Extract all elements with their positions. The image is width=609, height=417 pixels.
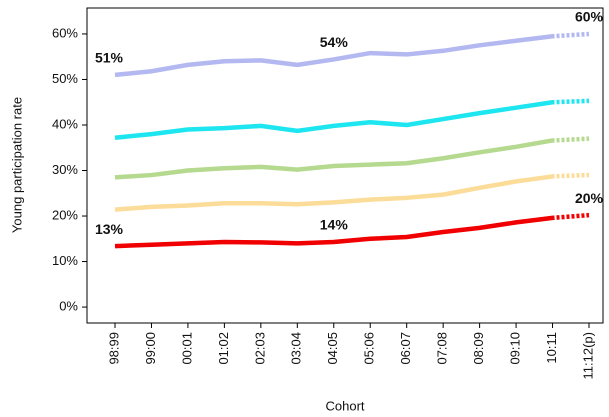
- y-tick-label: 0%: [59, 299, 78, 314]
- y-tick-label: 60%: [52, 25, 78, 40]
- x-tick-label: 09:10: [508, 332, 523, 365]
- plot-frame: [86, 7, 604, 324]
- projection-dash: [554, 30, 590, 40]
- x-tick-label: 99:00: [143, 332, 158, 365]
- y-tick-label: 50%: [52, 71, 78, 86]
- data-label: 51%: [95, 50, 124, 66]
- y-tick-label: 40%: [52, 116, 78, 131]
- projection-dash: [554, 172, 590, 180]
- x-tick-label: 03:04: [289, 332, 304, 365]
- series-line: [114, 136, 590, 180]
- x-tick-label: 08:09: [471, 332, 486, 365]
- x-tick-label: 05:06: [362, 332, 377, 365]
- y-tick-label: 20%: [52, 207, 78, 222]
- projection-dash: [554, 135, 590, 144]
- series-line: [114, 98, 590, 140]
- data-label: 60%: [575, 9, 604, 25]
- data-label: 20%: [575, 190, 604, 206]
- y-tick-label: 10%: [52, 253, 78, 268]
- x-tick-label: 07:08: [435, 332, 450, 365]
- x-tick-label: 06:07: [398, 332, 413, 365]
- y-axis-title: Young participation rate: [9, 97, 24, 233]
- projection-dash: [554, 97, 590, 106]
- x-tick-label: 00:01: [179, 332, 194, 365]
- x-axis-title: Cohort: [325, 398, 364, 413]
- data-label: 54%: [320, 34, 349, 50]
- x-tick-label: 01:02: [216, 332, 231, 365]
- x-tick-label: 02:03: [252, 332, 267, 365]
- data-label: 13%: [95, 221, 124, 237]
- projection-dash: [554, 212, 590, 221]
- y-tick-label: 30%: [52, 162, 78, 177]
- x-tick-label: 11:12(p): [580, 332, 595, 379]
- series-line: [114, 212, 590, 249]
- x-tick-label: 04:05: [325, 332, 340, 365]
- series-line: [114, 172, 590, 212]
- series-line: [114, 31, 590, 78]
- x-tick-label: 98:99: [106, 332, 121, 365]
- x-tick-label: 10:11: [544, 332, 559, 364]
- data-label: 14%: [320, 217, 349, 233]
